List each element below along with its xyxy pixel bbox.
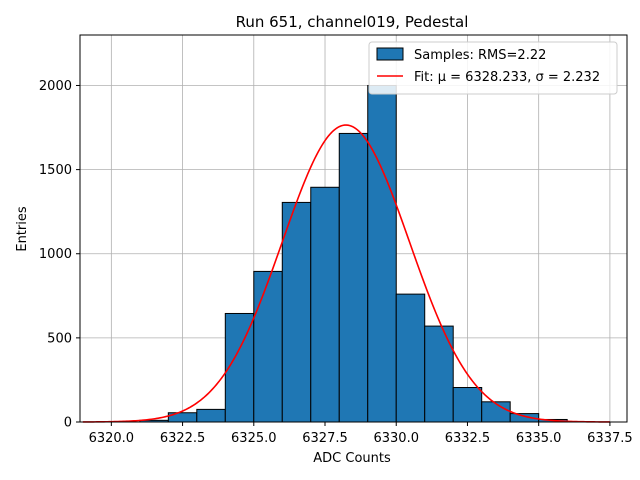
x-axis-label: ADC Counts	[313, 451, 391, 466]
histogram-bar	[281, 201, 312, 423]
y-tick-label: 1500	[39, 163, 72, 178]
fit-curve	[82, 124, 610, 423]
legend-histogram-swatch	[376, 47, 404, 61]
legend-box	[368, 41, 618, 95]
x-tick-label: 6330.0	[373, 431, 419, 446]
x-tick-label: 6327.5	[302, 431, 348, 446]
y-axis-ticks: 0 500 1000 1500 2000	[39, 79, 80, 431]
x-tick-label: 6332.5	[445, 431, 491, 446]
x-tick-label: 6322.5	[160, 431, 206, 446]
histogram-bar	[253, 270, 283, 423]
x-tick-label: 6325.0	[231, 431, 277, 446]
y-tick-label: 1000	[39, 247, 72, 262]
legend-entry-samples: Samples: RMS=2.22	[414, 48, 546, 63]
x-tick-label: 6320.0	[89, 431, 135, 446]
legend: Samples: RMS=2.22 Fit: μ = 6328.233, σ =…	[368, 41, 618, 95]
x-tick-label: 6337.5	[587, 431, 633, 446]
y-tick-label: 0	[64, 416, 72, 431]
chart-title: Run 651, channel019, Pedestal	[236, 13, 469, 31]
y-tick-label: 2000	[39, 79, 72, 94]
histogram-bar	[196, 408, 226, 423]
histogram-bar	[395, 293, 426, 423]
histogram-bar	[338, 132, 369, 423]
x-tick-label: 6335.0	[516, 431, 562, 446]
histogram-bar	[367, 84, 397, 423]
y-axis-label: Entries	[15, 206, 30, 252]
histogram-bars	[139, 84, 568, 423]
plot-frame	[79, 34, 628, 423]
legend-entry-fit: Fit: μ = 6328.233, σ = 2.232	[414, 70, 600, 85]
histogram-bar	[452, 387, 483, 423]
y-tick-label: 500	[47, 331, 72, 346]
histogram-bar	[481, 401, 511, 423]
x-axis-ticks: 6320.0 6322.5 6325.0 6327.5 6330.0 6332.5 6335…	[89, 422, 633, 446]
histogram-bar	[310, 186, 340, 423]
